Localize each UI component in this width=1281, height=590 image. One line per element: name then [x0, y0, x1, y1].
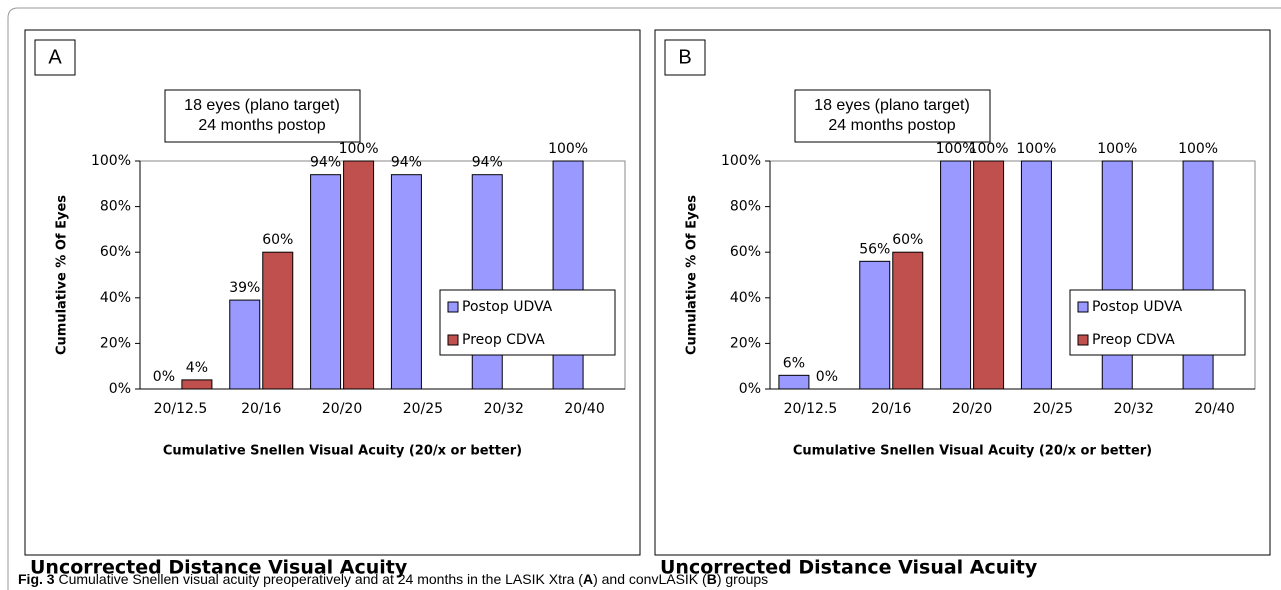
legend-swatch [1077, 301, 1089, 313]
y-axis-label: Cumulative % Of Eyes [685, 195, 700, 355]
bar [859, 260, 891, 390]
caption-text: ) groups [717, 571, 768, 587]
caption-text: ) and convLASIK ( [593, 571, 707, 587]
subtitle: Uncorrected Distance Visual Acuity [660, 557, 1038, 579]
value-label: 100% [1016, 141, 1056, 157]
panel-frame [24, 29, 641, 556]
annotation: 18 eyes (plano target) [814, 97, 970, 114]
bar [892, 251, 924, 390]
y-tick-label: 80% [730, 199, 761, 215]
y-tick-label: 100% [721, 153, 761, 169]
value-label: 4% [186, 360, 208, 376]
panel-letter: A [48, 46, 62, 68]
caption-text: B [707, 571, 717, 587]
caption-text: A [583, 571, 593, 587]
value-label: 60% [892, 232, 923, 248]
value-label: 56% [859, 241, 890, 257]
legend-box [1069, 289, 1246, 356]
value-label: 100% [1097, 141, 1137, 157]
x-tick-label: 20/25 [403, 401, 443, 417]
annotation: 18 eyes (plano target) [184, 97, 340, 114]
y-tick-label: 40% [100, 290, 131, 306]
x-axis-label: Cumulative Snellen Visual Acuity (20/x o… [793, 444, 1152, 459]
subtitle: Uncorrected Distance Visual Acuity [30, 557, 408, 579]
y-tick-label: 0% [739, 381, 761, 397]
bar [229, 299, 261, 390]
bar [973, 160, 1005, 390]
x-tick-label: 20/16 [871, 401, 911, 417]
bar [778, 374, 810, 390]
y-tick-label: 0% [109, 381, 131, 397]
value-label: 100% [339, 141, 379, 157]
panel-letter: B [678, 46, 691, 68]
chart-panel: B 18 eyes (plano target) 24 months postop U… [654, 29, 1271, 579]
panel-letter-box [34, 39, 76, 76]
y-tick-label: 100% [91, 153, 131, 169]
value-label: 100% [936, 141, 976, 157]
y-tick-label: 40% [730, 290, 761, 306]
panel-letter-box [664, 39, 706, 76]
value-label: 60% [262, 232, 293, 248]
value-label: 100% [548, 141, 588, 157]
bar [262, 251, 294, 390]
legend-swatch [1077, 334, 1089, 346]
value-label: 0% [816, 369, 838, 385]
bar [1020, 160, 1052, 390]
caption-text: Cumulative Snellen visual acuity preoper… [55, 571, 584, 587]
x-tick-label: 20/12.5 [154, 401, 208, 417]
bar [310, 174, 342, 390]
value-label: 0% [153, 369, 175, 385]
x-tick-label: 20/32 [484, 401, 524, 417]
legend-label: Preop CDVA [462, 332, 545, 348]
annotation: 24 months postop [828, 117, 955, 134]
bar [343, 160, 375, 390]
annotation-box [794, 89, 991, 143]
legend-label: Postop UDVA [462, 299, 553, 315]
value-label: 39% [229, 280, 260, 296]
figure-caption: Fig. 3 Cumulative Snellen visual acuity … [18, 571, 768, 587]
bar [181, 379, 213, 390]
figure-frame [7, 7, 1281, 590]
y-tick-label: 20% [730, 335, 761, 351]
value-label: 6% [783, 355, 805, 371]
x-axis-label: Cumulative Snellen Visual Acuity (20/x o… [163, 444, 522, 459]
value-label: 100% [1178, 141, 1218, 157]
y-axis-label: Cumulative % Of Eyes [55, 195, 70, 355]
legend-box [439, 289, 616, 356]
x-tick-label: 20/20 [952, 401, 992, 417]
value-label: 100% [969, 141, 1009, 157]
value-label: 94% [310, 155, 341, 171]
legend-label: Postop UDVA [1092, 299, 1183, 315]
bar [940, 160, 972, 390]
bar [471, 174, 503, 390]
x-tick-label: 20/32 [1114, 401, 1154, 417]
y-tick-label: 60% [100, 244, 131, 260]
caption-label: Fig. 3 [18, 571, 55, 587]
x-tick-label: 20/40 [1194, 401, 1234, 417]
annotation: 24 months postop [198, 117, 325, 134]
bar [390, 174, 422, 390]
y-tick-label: 80% [100, 199, 131, 215]
y-tick-label: 60% [730, 244, 761, 260]
chart-panel: A 18 eyes (plano target) 24 months postop U… [24, 29, 641, 579]
legend-swatch [447, 301, 459, 313]
panel-frame [654, 29, 1271, 556]
x-tick-label: 20/16 [241, 401, 281, 417]
annotation-box [164, 89, 361, 143]
legend-swatch [447, 334, 459, 346]
x-tick-label: 20/20 [322, 401, 362, 417]
legend-label: Preop CDVA [1092, 332, 1175, 348]
x-tick-label: 20/40 [564, 401, 604, 417]
y-tick-label: 20% [100, 335, 131, 351]
value-label: 94% [472, 155, 503, 171]
x-tick-label: 20/12.5 [784, 401, 838, 417]
value-label: 94% [391, 155, 422, 171]
x-tick-label: 20/25 [1033, 401, 1073, 417]
